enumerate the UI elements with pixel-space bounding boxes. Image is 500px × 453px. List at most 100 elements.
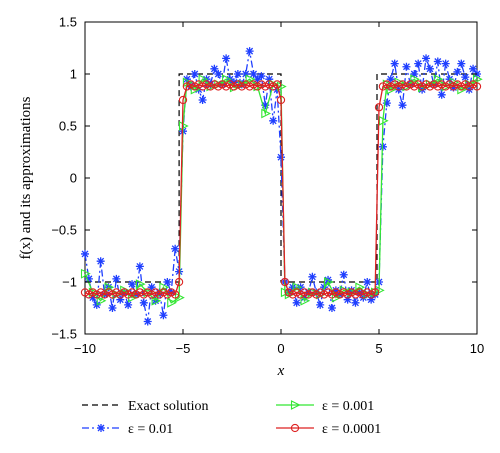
series-3-point bbox=[92, 290, 101, 299]
series-3-point bbox=[84, 290, 94, 299]
series-3-point bbox=[386, 82, 395, 91]
series-2-point bbox=[80, 268, 91, 279]
series-3-point bbox=[108, 290, 117, 299]
series-3-point bbox=[300, 288, 309, 297]
series-1-point bbox=[190, 70, 199, 78]
series-1-point bbox=[257, 72, 266, 81]
series-3-point bbox=[370, 288, 380, 297]
series-1-point bbox=[214, 70, 223, 78]
series-1-point bbox=[327, 304, 336, 312]
series-3-point bbox=[367, 290, 376, 299]
series-3-point bbox=[359, 290, 368, 299]
series-1-point bbox=[147, 283, 156, 292]
y-tick-label: 1.5 bbox=[59, 15, 77, 30]
series-3-point bbox=[269, 82, 278, 91]
series-1-point bbox=[390, 59, 399, 68]
series-3-point bbox=[104, 288, 113, 297]
series-3-point bbox=[323, 288, 333, 297]
series-2-point bbox=[410, 74, 421, 85]
series-1-point bbox=[410, 70, 419, 78]
series-2-point bbox=[198, 74, 209, 85]
series-3-point bbox=[194, 80, 203, 89]
series-3-point bbox=[100, 290, 109, 299]
series-3-point bbox=[167, 288, 176, 297]
series-1-point bbox=[112, 274, 121, 283]
series-3-point bbox=[178, 95, 188, 105]
series-3-point bbox=[233, 80, 243, 89]
legend-label: ε = 0.001 bbox=[322, 399, 374, 414]
series-1-point bbox=[88, 293, 97, 302]
series-3-point bbox=[280, 277, 290, 287]
series-2-point bbox=[96, 295, 107, 306]
x-ticks: −10 −5 0 5 10 bbox=[74, 22, 484, 356]
series-3-point bbox=[441, 82, 450, 91]
series-1-point bbox=[414, 59, 423, 68]
legend-label: Exact solution bbox=[128, 399, 209, 414]
series-1-point bbox=[277, 153, 285, 162]
series-2-point bbox=[261, 108, 272, 119]
series-1-point bbox=[139, 298, 148, 307]
series-3-point bbox=[210, 80, 219, 89]
series-3-point bbox=[221, 82, 231, 91]
series-3-point bbox=[316, 288, 325, 297]
series-3-point bbox=[151, 288, 160, 297]
series-3-point bbox=[398, 80, 407, 89]
series-1-point bbox=[265, 75, 274, 84]
series-1-point bbox=[316, 300, 325, 309]
series-3 bbox=[80, 80, 482, 299]
series-2-point bbox=[245, 74, 256, 85]
series-3-point bbox=[468, 80, 478, 89]
series-3-point bbox=[296, 290, 305, 299]
series-1-point bbox=[241, 70, 250, 78]
x-tick-label: −10 bbox=[74, 341, 96, 356]
series-line-3 bbox=[84, 83, 478, 296]
legend-item-1: ε = 0.01 bbox=[82, 422, 173, 437]
series-3-point bbox=[312, 290, 321, 299]
legend-label: ε = 0.0001 bbox=[322, 422, 381, 437]
series-3-point bbox=[378, 82, 388, 91]
series-2-point bbox=[135, 279, 146, 289]
series-3-point bbox=[182, 82, 192, 91]
series-3-point bbox=[351, 290, 360, 299]
series-3-point bbox=[453, 80, 462, 89]
series-3-point bbox=[276, 95, 286, 105]
series-2-point bbox=[222, 74, 232, 85]
series-1-point bbox=[269, 116, 278, 125]
series-1-point bbox=[171, 244, 180, 253]
series-3-point bbox=[174, 277, 184, 287]
series-1-point bbox=[363, 278, 372, 286]
series-3-point bbox=[465, 82, 474, 91]
series-1-point bbox=[81, 249, 89, 258]
series-1-point bbox=[233, 70, 242, 78]
series-1-point bbox=[343, 295, 352, 304]
series-2-point bbox=[323, 277, 334, 287]
series-1-point bbox=[351, 298, 360, 307]
x-tick-label: −5 bbox=[176, 341, 191, 356]
legend-item-0: Exact solution bbox=[82, 399, 209, 414]
x-tick-label: 0 bbox=[277, 341, 284, 356]
series-3-point bbox=[390, 80, 399, 89]
series-1-point bbox=[261, 101, 270, 110]
series-3-point bbox=[202, 80, 211, 89]
legend-swatch-marker bbox=[290, 423, 300, 433]
series-3-point bbox=[159, 288, 168, 297]
series-2-point bbox=[151, 295, 162, 306]
series-3-point bbox=[229, 82, 239, 91]
series-1-point bbox=[210, 64, 219, 73]
series-1-point bbox=[308, 272, 317, 281]
series-3-point bbox=[374, 103, 384, 112]
series-1-point bbox=[245, 47, 254, 56]
series-3-point bbox=[249, 80, 258, 89]
series-layer bbox=[80, 47, 483, 326]
series-3-point bbox=[292, 288, 301, 297]
series-1-point bbox=[229, 78, 238, 87]
series-3-point bbox=[327, 290, 337, 299]
legend: Exact solution ε = 0.01 ε = 0.001 ε = 0.000… bbox=[82, 399, 381, 437]
x-tick-label: 10 bbox=[470, 341, 484, 356]
series-3-point bbox=[406, 80, 415, 89]
series-1-point bbox=[300, 293, 309, 302]
series-3-point bbox=[112, 288, 121, 297]
series-3-point bbox=[382, 80, 391, 89]
series-1-point bbox=[222, 54, 231, 63]
series-3-point bbox=[410, 82, 419, 91]
